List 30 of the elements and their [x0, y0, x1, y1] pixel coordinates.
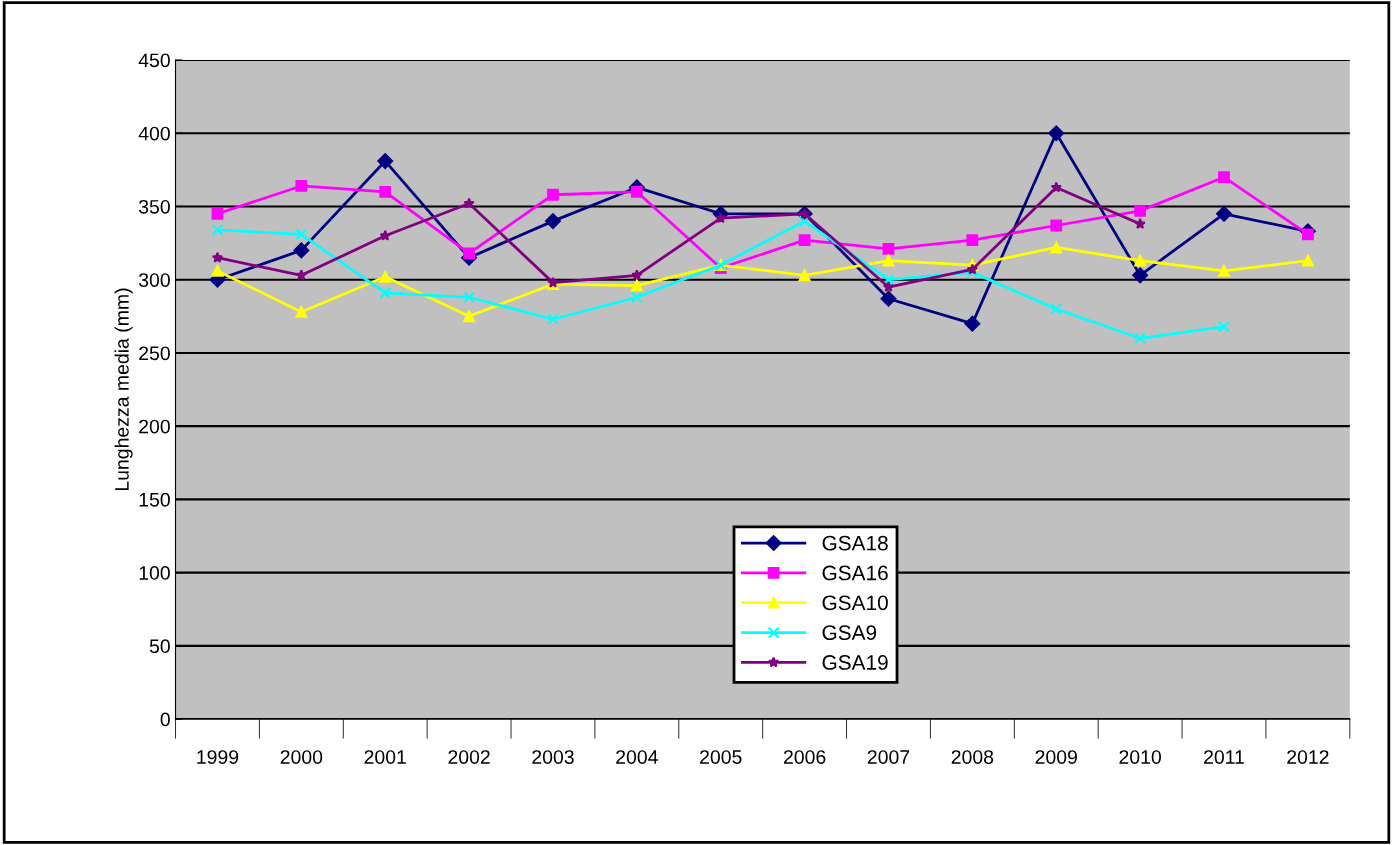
x-tick-label: 2002 — [448, 750, 490, 764]
x-tick-label: 2012 — [1287, 750, 1329, 764]
legend-label: GSA10 — [822, 595, 888, 611]
y-tick-label: 400 — [138, 126, 170, 141]
x-tick-label: 2004 — [616, 750, 658, 764]
x-tick-label: 2001 — [364, 750, 406, 764]
x-tick-label: 2008 — [951, 750, 994, 764]
y-axis-title: Lunghezza media (mm) — [114, 288, 133, 491]
x-tick-label: 2007 — [867, 750, 910, 764]
legend-label: GSA18 — [822, 535, 888, 551]
y-tick-label: 300 — [138, 273, 170, 287]
x-tick-label: 2006 — [783, 750, 826, 764]
y-tick-label: 50 — [149, 639, 170, 654]
legend-label: GSA16 — [822, 565, 888, 581]
legend-label: GSA9 — [822, 625, 877, 641]
y-tick-label: 200 — [139, 419, 170, 434]
legend-label: GSA19 — [822, 655, 888, 670]
y-tick-label: 100 — [139, 566, 170, 580]
x-tick-label: 2003 — [532, 750, 574, 764]
y-tick-label: 150 — [139, 492, 170, 507]
y-tick-label: 350 — [138, 199, 170, 214]
y-tick-label: 250 — [139, 346, 170, 361]
x-tick-label: 2009 — [1035, 750, 1077, 764]
y-tick-label: 0 — [160, 712, 170, 727]
x-tick-label: 2011 — [1204, 750, 1244, 764]
y-tick-label: 450 — [138, 53, 170, 68]
x-tick-label: 2010 — [1119, 750, 1161, 764]
x-tick-label: 2005 — [700, 750, 742, 764]
x-tick-label: 1999 — [197, 750, 239, 764]
x-tick-label: 2000 — [280, 750, 323, 764]
